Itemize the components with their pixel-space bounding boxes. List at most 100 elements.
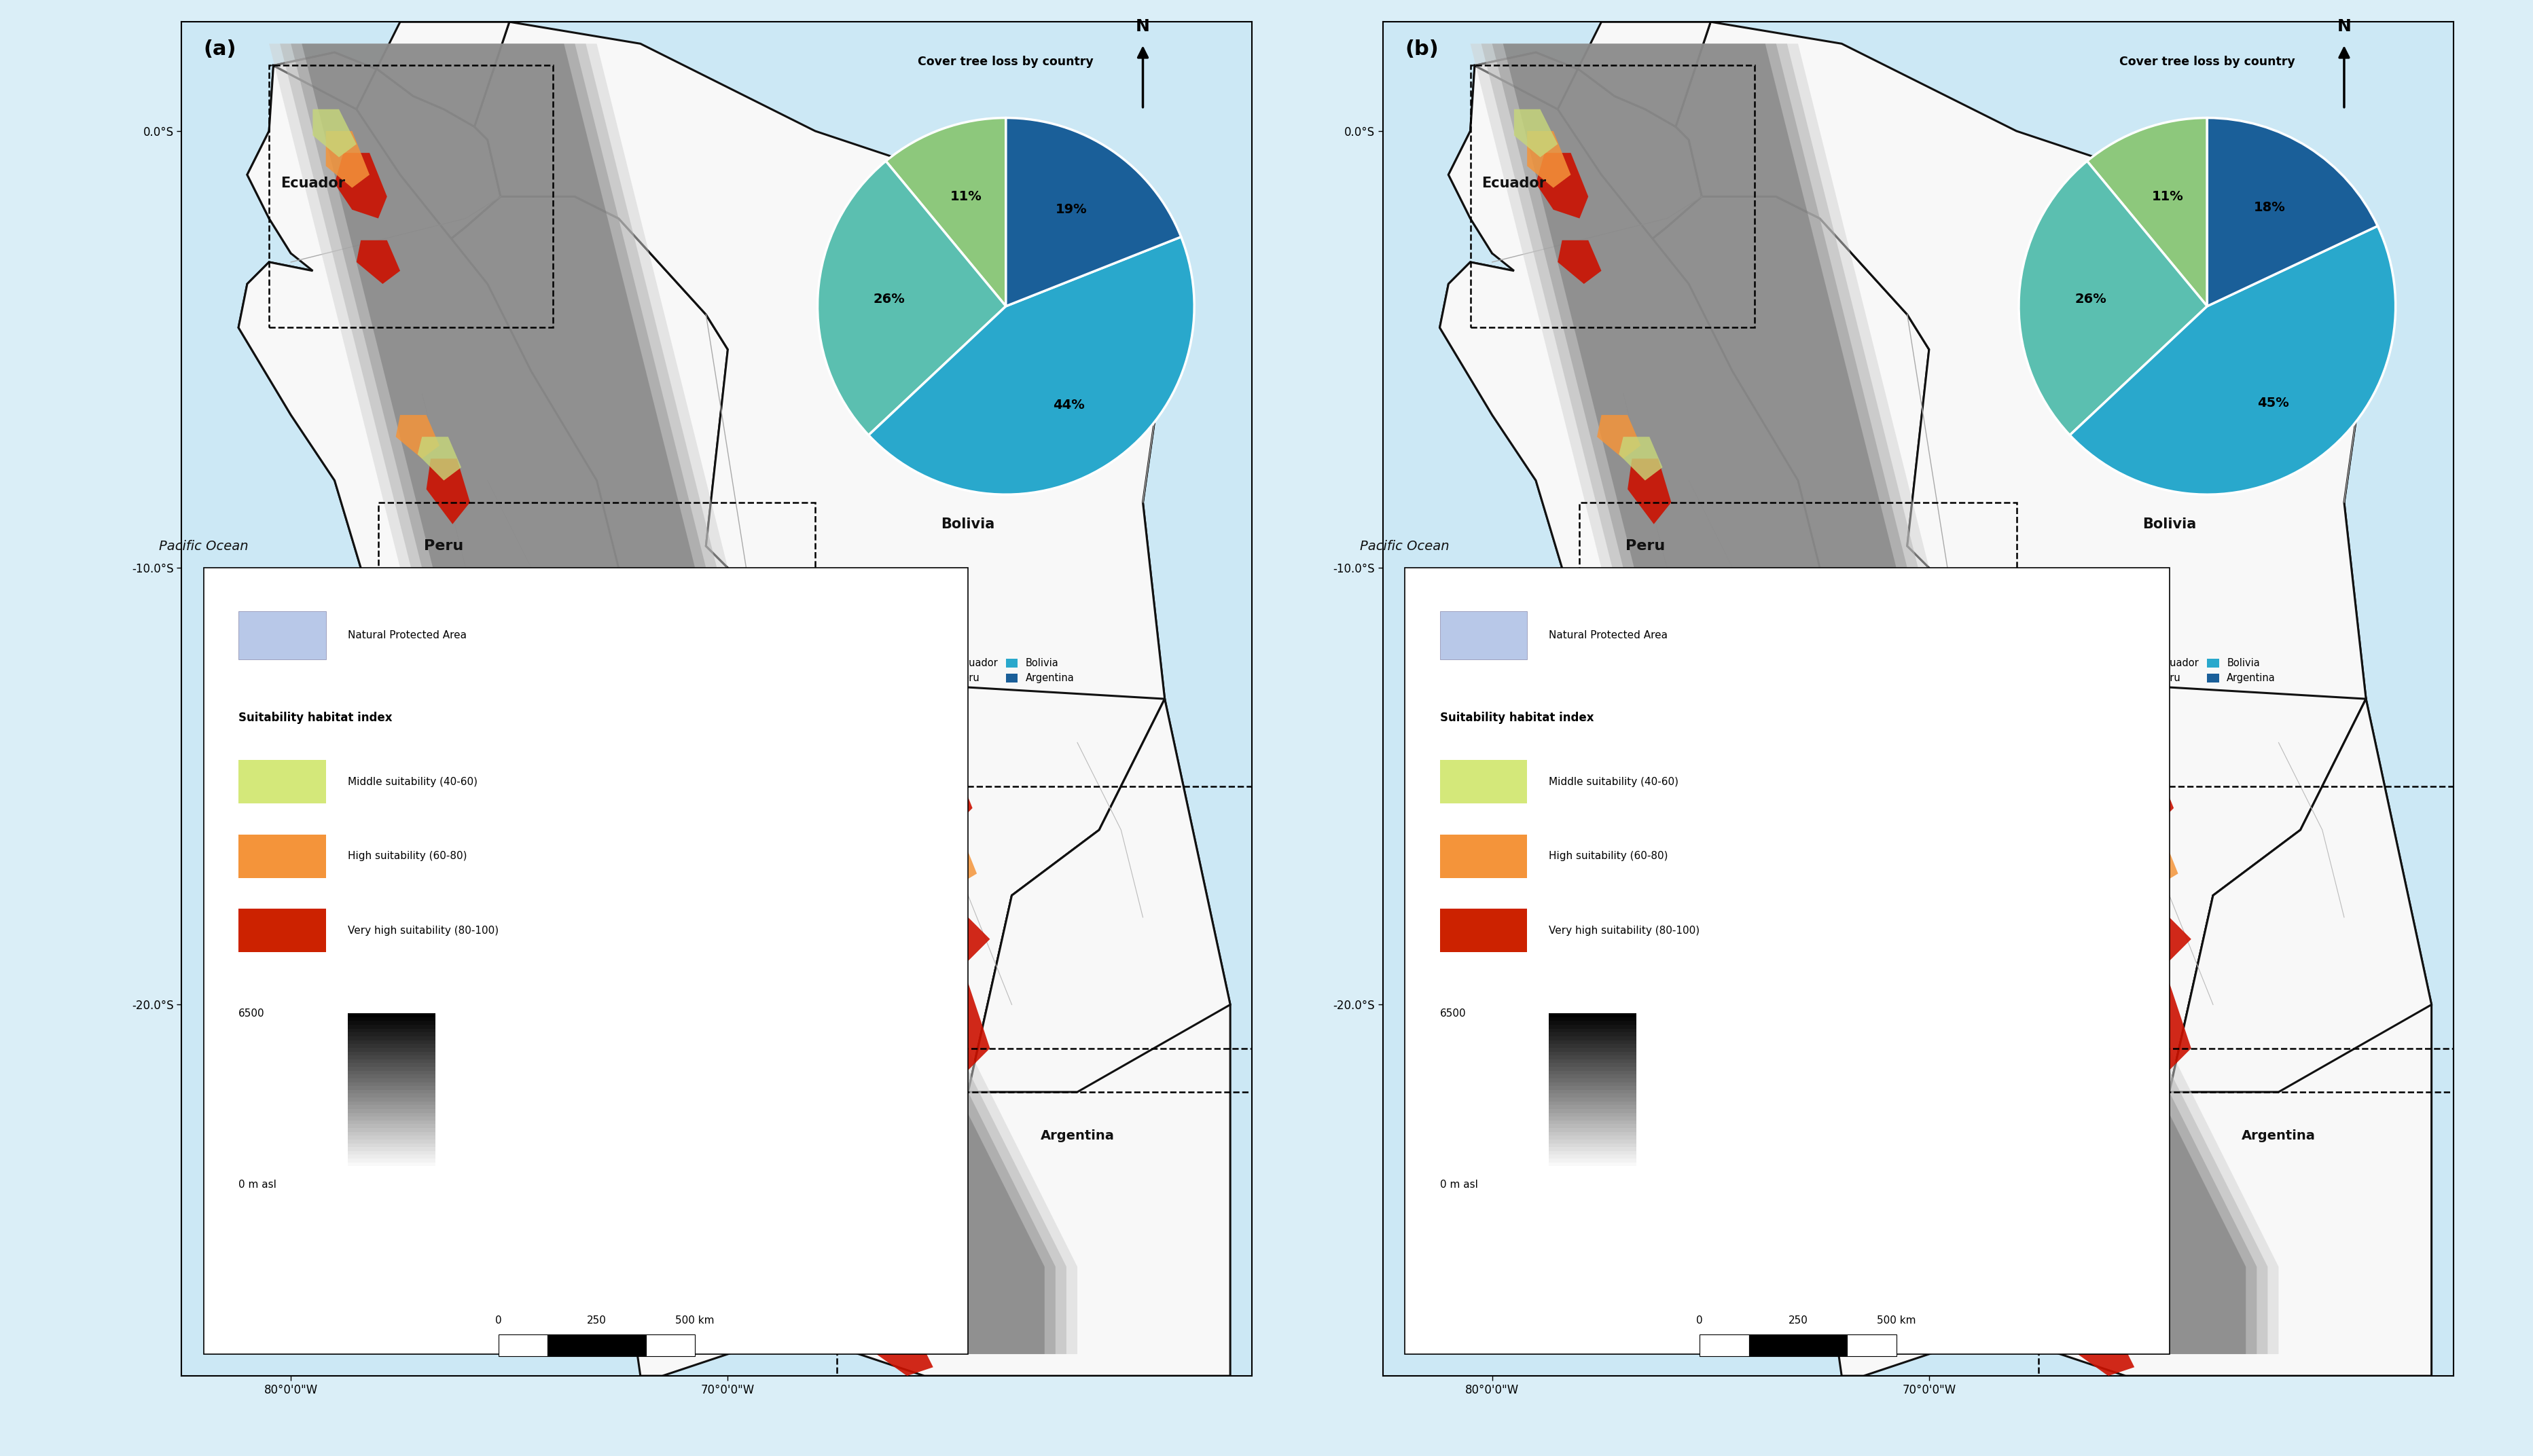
Bar <box>1548 1140 1636 1143</box>
Polygon shape <box>876 1332 932 1376</box>
Polygon shape <box>238 197 793 895</box>
Polygon shape <box>301 44 1044 1354</box>
Polygon shape <box>575 197 1165 1114</box>
Bar <box>347 1082 436 1086</box>
Bar <box>1548 1082 1636 1086</box>
Bar <box>347 1159 436 1162</box>
Bar <box>347 1093 436 1098</box>
Polygon shape <box>2107 808 2156 852</box>
Text: Suitability habitat index: Suitability habitat index <box>1439 712 1593 724</box>
Bar <box>1439 612 1527 660</box>
Text: Very high suitability (80-100): Very high suitability (80-100) <box>347 926 499 935</box>
Polygon shape <box>2168 699 2432 1092</box>
Bar <box>836 1048 1251 1376</box>
Polygon shape <box>357 240 400 284</box>
Polygon shape <box>1654 568 1697 625</box>
Polygon shape <box>281 44 1066 1354</box>
Bar <box>347 1155 436 1159</box>
Polygon shape <box>689 778 737 839</box>
Polygon shape <box>395 415 438 459</box>
Bar <box>1548 1105 1636 1109</box>
Bar <box>1548 1018 1636 1021</box>
Bar <box>646 1335 694 1357</box>
Bar <box>2037 1048 2452 1376</box>
Text: Argentina: Argentina <box>1041 1130 1115 1142</box>
Polygon shape <box>327 131 370 188</box>
Bar <box>347 1067 436 1070</box>
Text: Suitability habitat index: Suitability habitat index <box>238 712 393 724</box>
Bar <box>347 1143 436 1147</box>
Bar <box>1548 1162 1636 1166</box>
Bar <box>347 1109 436 1112</box>
Polygon shape <box>724 633 780 699</box>
Polygon shape <box>312 109 357 157</box>
Bar <box>347 1162 436 1166</box>
Polygon shape <box>1596 415 1641 459</box>
Bar <box>1548 1056 1636 1060</box>
Polygon shape <box>2090 852 2191 983</box>
Text: High suitability (60-80): High suitability (60-80) <box>347 852 466 860</box>
Polygon shape <box>1950 699 2432 1376</box>
Bar <box>1548 1152 1636 1155</box>
Polygon shape <box>1527 131 1570 188</box>
Text: Pacific Ocean: Pacific Ocean <box>160 540 248 552</box>
Polygon shape <box>1535 153 1588 218</box>
Polygon shape <box>2113 983 2191 1070</box>
Bar <box>1548 1128 1636 1131</box>
Polygon shape <box>1776 197 2366 1114</box>
Bar <box>1548 1070 1636 1075</box>
Bar <box>203 568 968 1354</box>
Polygon shape <box>1502 44 2244 1354</box>
Bar <box>1578 502 2016 743</box>
Polygon shape <box>1925 633 1981 699</box>
Bar <box>1548 1021 1636 1025</box>
Polygon shape <box>1449 52 1702 280</box>
Bar <box>547 1335 598 1357</box>
Bar <box>347 1037 436 1040</box>
Polygon shape <box>1492 44 2257 1354</box>
Bar <box>1548 1079 1636 1082</box>
Text: Bolivia: Bolivia <box>2143 517 2196 531</box>
Bar <box>1847 1335 1895 1357</box>
Bar <box>1548 1109 1636 1112</box>
Polygon shape <box>1439 66 2016 1376</box>
Bar <box>347 1032 436 1037</box>
Polygon shape <box>2090 1223 2148 1310</box>
Polygon shape <box>2100 1092 2151 1149</box>
Polygon shape <box>418 437 461 480</box>
Polygon shape <box>2120 764 2173 830</box>
Text: 500 km: 500 km <box>676 1316 714 1326</box>
Text: Very high suitability (80-100): Very high suitability (80-100) <box>1548 926 1700 935</box>
Bar <box>1748 1335 1798 1357</box>
Bar <box>1798 1335 1847 1357</box>
Text: 250: 250 <box>1788 1316 1809 1326</box>
Bar <box>1548 1098 1636 1101</box>
Bar <box>347 1117 436 1121</box>
Text: (a): (a) <box>203 39 236 60</box>
Text: Peru: Peru <box>423 539 464 553</box>
Polygon shape <box>907 1114 968 1201</box>
Bar <box>1403 568 2168 1354</box>
Bar <box>347 1121 436 1124</box>
Bar <box>1548 1048 1636 1051</box>
Bar <box>238 909 327 952</box>
Polygon shape <box>889 1223 945 1310</box>
Text: Pacific Ocean: Pacific Ocean <box>1360 540 1449 552</box>
Polygon shape <box>1469 44 2277 1354</box>
Text: Natural Protected Area: Natural Protected Area <box>1548 630 1667 641</box>
Text: 500 km: 500 km <box>1877 1316 1915 1326</box>
Bar <box>238 612 327 660</box>
Text: 0 m asl: 0 m asl <box>238 1179 276 1190</box>
Polygon shape <box>1619 437 1662 480</box>
Bar <box>836 786 1251 1092</box>
Bar <box>1548 1117 1636 1121</box>
Polygon shape <box>1515 109 1558 157</box>
Text: 0 m asl: 0 m asl <box>1439 1179 1477 1190</box>
Bar <box>347 1147 436 1152</box>
Bar <box>268 66 552 328</box>
Polygon shape <box>248 52 502 280</box>
Text: 250: 250 <box>588 1316 605 1326</box>
Polygon shape <box>334 153 388 218</box>
Bar <box>1548 1044 1636 1048</box>
Bar <box>347 1021 436 1025</box>
